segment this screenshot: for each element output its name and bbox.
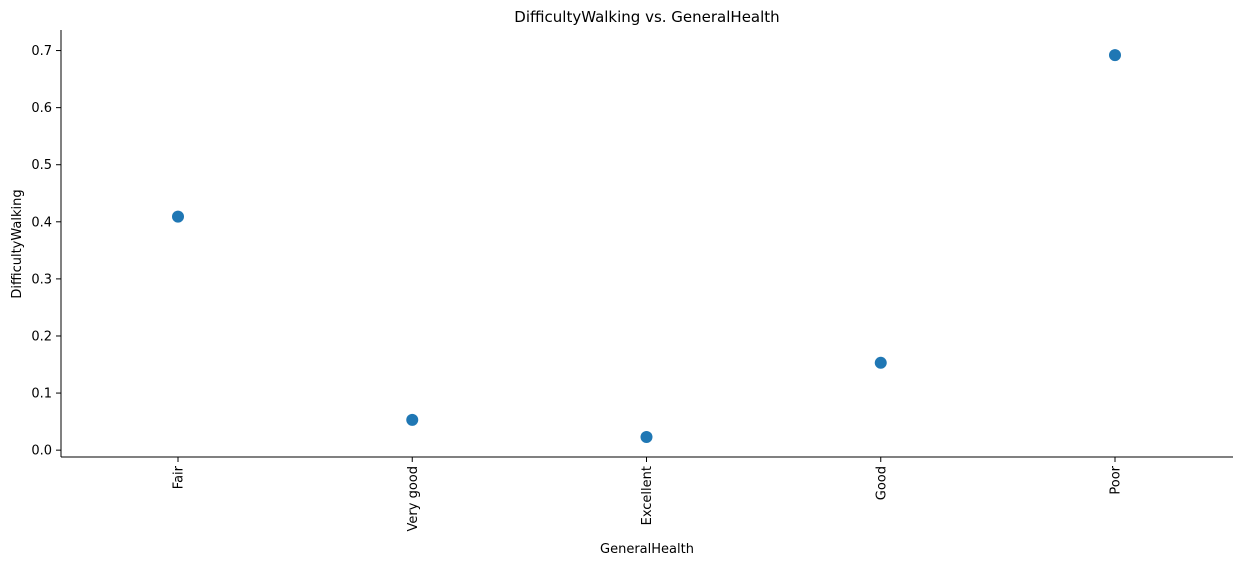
y-tick-label: 0.0 (31, 444, 52, 459)
y-tick-label: 0.7 (31, 44, 52, 59)
x-tick-label: Fair (172, 465, 187, 489)
x-tick-label: Good (874, 466, 889, 500)
data-points (172, 49, 1121, 444)
data-point (640, 431, 653, 444)
data-point (874, 356, 887, 369)
x-tick-label: Very good (406, 466, 421, 531)
x-tick-label: Poor (1109, 465, 1124, 494)
y-tick-label: 0.6 (31, 101, 52, 116)
data-point (406, 413, 419, 426)
data-point (1109, 49, 1121, 62)
x-tick-label: Excellent (640, 466, 655, 525)
y-axis-ticks: 0.0 0.1 0.2 0.3 0.4 0.5 0.6 0.7 (31, 44, 61, 459)
data-point (172, 210, 184, 223)
chart-title: DifficultyWalking vs. GeneralHealth (514, 8, 779, 26)
x-axis-ticks: Fair Very good Excellent Good Poor (172, 457, 1124, 531)
y-tick-label: 0.1 (31, 387, 52, 402)
x-axis-title: GeneralHealth (600, 542, 694, 557)
y-tick-label: 0.3 (31, 272, 52, 287)
y-tick-label: 0.2 (31, 329, 52, 344)
y-axis-title: DifficultyWalking (10, 189, 25, 298)
y-tick-label: 0.5 (31, 158, 52, 173)
y-tick-label: 0.4 (31, 215, 52, 230)
